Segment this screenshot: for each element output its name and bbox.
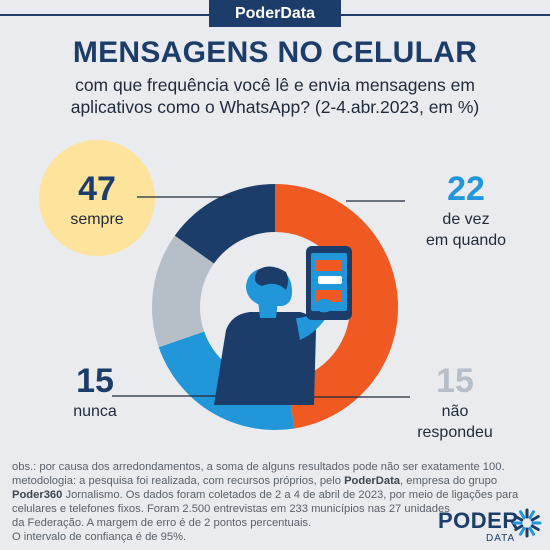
hand-icon	[318, 298, 334, 313]
logo-main: PODER	[438, 508, 519, 533]
burst-ray	[514, 515, 524, 522]
burst-ray	[528, 526, 535, 536]
slice-sempre	[275, 184, 398, 429]
brand-tab: PoderData	[209, 0, 341, 27]
burst-ray	[519, 526, 526, 536]
chart-subtitle: com que frequência você lê e envia mensa…	[60, 74, 490, 118]
label-nunca: nunca	[73, 403, 117, 420]
slice-nunca	[174, 184, 275, 264]
burst-ray	[530, 515, 540, 522]
note-line: Poder360 Jornalismo. Os dados foram cole…	[12, 489, 519, 501]
subtitle-line-1: com que frequência você lê e envia mensa…	[75, 75, 475, 95]
subtitle-line-2: aplicativos como o WhatsApp? (2-4.abr.20…	[70, 97, 480, 117]
highlight-circle	[39, 140, 155, 256]
pct-sempre: 47	[78, 170, 116, 208]
logo-sub: DATA	[486, 533, 516, 544]
label-de-vez-2: em quando	[425, 232, 507, 249]
methodology-notes: obs.: por causa dos arredondamentos, a s…	[12, 460, 532, 544]
chart-title: MENSAGENS NO CELULAR	[72, 36, 478, 69]
message-bubble-icon	[318, 276, 342, 284]
person-body-icon	[214, 312, 316, 405]
message-bubble-icon	[315, 260, 342, 271]
note-line: da Federação. A margem de erro é de 2 po…	[12, 517, 312, 529]
note-line: celulares e telefones fixos. Foram 2.500…	[12, 503, 450, 515]
person-hair-icon	[254, 266, 288, 290]
label-nao-respondeu-2: respondeu	[417, 424, 493, 441]
pct-de-vez: 22	[447, 170, 485, 208]
person-illustration	[214, 246, 352, 405]
burst-ray	[514, 524, 524, 531]
burst-ray	[530, 524, 540, 531]
burst-ray	[519, 510, 526, 520]
pct-nunca: 15	[76, 362, 114, 400]
note-line: obs.: por causa dos arredondamentos, a s…	[12, 461, 505, 473]
pct-nao-respondeu: 15	[436, 362, 474, 400]
label-sempre: sempre	[70, 211, 124, 228]
note-line: metodologia: a pesquisa foi realizada, c…	[12, 475, 498, 487]
label-nao-respondeu-1: não	[441, 403, 469, 420]
note-line: O intervalo de confiança é de 95%.	[12, 531, 187, 543]
burst-ray	[528, 510, 535, 520]
slice-nao-respondeu	[152, 235, 214, 348]
logo-burst-icon	[512, 508, 542, 538]
poder-data-logo: PODER DATA	[438, 508, 542, 544]
label-de-vez-1: de vez	[442, 211, 490, 228]
message-bubble-icon	[315, 290, 342, 302]
